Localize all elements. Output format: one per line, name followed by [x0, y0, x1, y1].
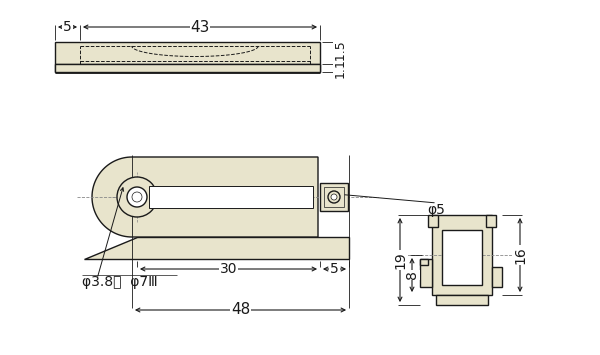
Bar	[320, 183, 348, 211]
Polygon shape	[92, 157, 318, 237]
Text: 1.5: 1.5	[334, 58, 347, 78]
Bar	[428, 215, 438, 227]
Polygon shape	[84, 237, 349, 259]
Bar	[420, 259, 428, 265]
Bar	[420, 259, 432, 287]
Text: 19: 19	[393, 251, 407, 269]
Bar	[436, 295, 488, 305]
Bar	[486, 215, 496, 227]
Circle shape	[132, 192, 142, 202]
Bar	[149, 186, 313, 208]
Text: 48: 48	[231, 302, 250, 317]
Text: 16: 16	[513, 246, 527, 264]
Text: 30: 30	[220, 262, 237, 276]
Text: 11.5: 11.5	[334, 39, 347, 67]
Circle shape	[331, 194, 337, 200]
Text: φ3.8穴  φ7Ⅲ: φ3.8穴 φ7Ⅲ	[82, 275, 158, 289]
Text: 8: 8	[405, 271, 419, 279]
Text: 43: 43	[190, 20, 209, 34]
Text: 5: 5	[330, 262, 339, 276]
Bar	[442, 230, 482, 285]
Text: φ5: φ5	[427, 203, 445, 217]
Text: 5: 5	[63, 20, 72, 34]
Bar	[55, 42, 320, 72]
Bar	[324, 187, 344, 207]
Bar	[432, 215, 492, 295]
Circle shape	[328, 191, 340, 203]
Circle shape	[127, 187, 147, 207]
Bar	[492, 267, 502, 287]
Circle shape	[117, 177, 157, 217]
Bar	[55, 64, 320, 72]
